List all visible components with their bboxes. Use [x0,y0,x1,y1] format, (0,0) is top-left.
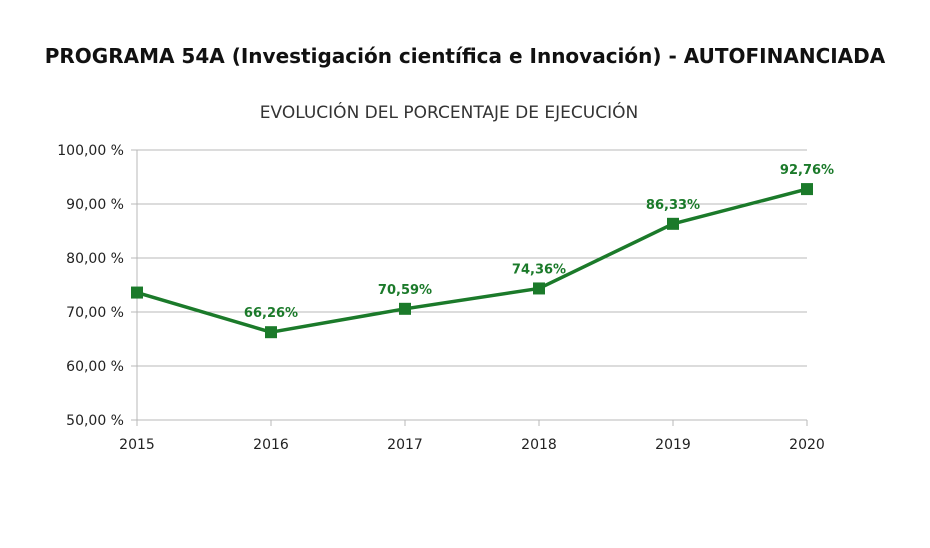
data-label: 92,76% [780,163,834,178]
x-tick-label: 2016 [253,437,289,453]
data-label: 74,36% [512,262,566,277]
x-tick-label: 2020 [789,437,825,453]
data-label: 66,26% [244,306,298,321]
axes: 50,00 % 60,00 % 70,00 % 80,00 % 90,00 % 100,0… [57,143,825,453]
y-tick-label: 90,00 % [66,197,124,213]
data-label: 86,33% [646,198,700,213]
page-title: PROGRAMA 54A (Investigación científica e… [44,44,886,68]
y-tick-label: 70,00 % [66,305,124,321]
data-labels: 66,26% 70,59% 74,36% 86,33% 92,76% [244,163,834,321]
chart-title: EVOLUCIÓN DEL PORCENTAJE DE EJECUCIÓN [260,101,638,123]
series [131,183,813,339]
x-tick-label: 2017 [387,437,423,453]
x-tick-label: 2015 [119,437,155,453]
data-point-marker [533,282,545,295]
data-point-marker [399,302,411,315]
x-tick-label: 2018 [521,437,557,453]
y-tick-label: 80,00 % [66,251,124,267]
y-tick-label: 60,00 % [66,359,124,375]
gridlines [137,149,807,421]
data-point-marker [131,286,143,299]
data-point-marker [667,217,679,230]
y-tick-label: 100,00 % [57,143,124,159]
y-tick-label: 50,00 % [66,413,124,429]
x-tick-label: 2019 [655,437,691,453]
data-point-marker [801,183,813,196]
data-point-marker [265,326,277,339]
series-line [136,187,808,334]
data-label: 70,59% [378,283,432,298]
